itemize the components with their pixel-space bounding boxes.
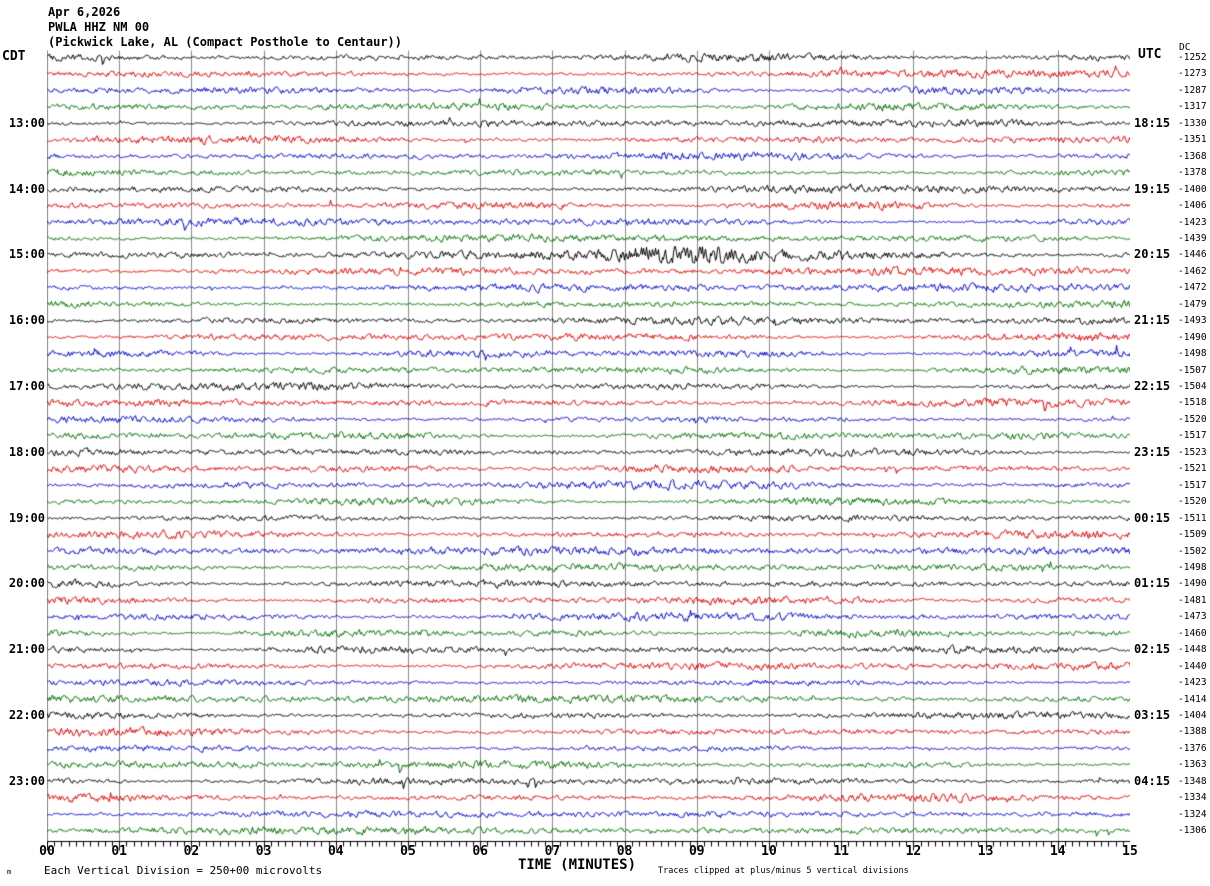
dc-offset-value: -1287 (1178, 84, 1207, 96)
cdt-time-label: 13:00 (8, 115, 45, 130)
dc-offset-value: -1368 (1178, 150, 1207, 162)
cdt-time-label: 15:00 (8, 247, 45, 262)
cdt-time-label: 17:00 (8, 379, 45, 393)
utc-time-label: 01:15 (1134, 576, 1171, 591)
dc-offset-value: -1446 (1178, 249, 1207, 261)
corner-mark: m (7, 868, 12, 876)
dc-offset-value: -1406 (1178, 200, 1207, 212)
dc-offset-value: -1521 (1178, 463, 1207, 475)
header-station-code: PWLA HHZ NM 00 (48, 20, 150, 34)
helicorder-trace-plot (47, 50, 1130, 862)
left-timezone-header: CDT (2, 49, 26, 64)
utc-time-label: 02:15 (1134, 642, 1171, 657)
dc-offset-value: -1317 (1178, 101, 1207, 113)
dc-offset-value: -1507 (1178, 364, 1207, 376)
dc-offset-value: -1490 (1178, 331, 1207, 343)
x-tick-label: 13 (977, 844, 994, 859)
utc-time-label: 22:15 (1134, 379, 1171, 393)
dc-offset-value: -1378 (1178, 167, 1207, 179)
x-tick-label: 01 (111, 844, 128, 859)
x-tick-label: 14 (1049, 844, 1066, 859)
dc-offset-value: -1439 (1178, 232, 1207, 244)
dc-offset-value: -1348 (1178, 775, 1207, 787)
dc-offset-value: -1498 (1178, 348, 1207, 360)
dc-offset-value: -1414 (1178, 693, 1207, 705)
dc-offset-value: -1423 (1178, 216, 1207, 228)
dc-offset-value: -1518 (1178, 397, 1207, 409)
utc-time-label: 04:15 (1134, 773, 1171, 788)
dc-offset-value: -1502 (1178, 545, 1207, 557)
x-tick-label: 05 (400, 844, 416, 859)
dc-offset-value: -1481 (1178, 594, 1207, 606)
dc-offset-value: -1509 (1178, 529, 1207, 541)
dc-offset-value: -1517 (1178, 430, 1207, 442)
utc-time-label: 20:15 (1134, 247, 1171, 262)
cdt-time-label: 23:00 (8, 773, 45, 788)
dc-offset-value: -1334 (1178, 792, 1207, 804)
cdt-time-label: 14:00 (8, 181, 45, 196)
x-axis-title: TIME (MINUTES) (518, 857, 637, 873)
dc-offset-value: -1479 (1178, 298, 1207, 310)
x-tick-label: 07 (544, 844, 561, 859)
right-timezone-header: UTC (1138, 47, 1162, 62)
utc-time-label: 03:15 (1134, 708, 1171, 722)
vertical-scale-note: Each Vertical Division = 250+00 microvol… (44, 864, 323, 877)
x-tick-label: 02 (183, 844, 200, 859)
cdt-time-label: 16:00 (8, 313, 45, 328)
x-tick-label: 09 (688, 844, 705, 859)
trace-clip-note: Traces clipped at plus/minus 5 vertical … (658, 866, 909, 876)
dc-offset-value: -1400 (1178, 183, 1207, 195)
dc-offset-value: -1423 (1178, 677, 1207, 689)
dc-offset-value: -1376 (1178, 742, 1207, 754)
dc-offset-value: -1520 (1178, 413, 1207, 425)
dc-offset-value: -1517 (1178, 479, 1207, 491)
header-station-location: (Pickwick Lake, AL (Compact Posthole to … (48, 35, 403, 49)
x-tick-label: 03 (255, 844, 272, 859)
x-tick-label: 15 (1122, 844, 1138, 859)
utc-time-label: 18:15 (1134, 115, 1171, 130)
dc-offset-value: -1493 (1178, 315, 1207, 327)
cdt-time-label: 20:00 (8, 576, 45, 591)
dc-offset-value: -1520 (1178, 496, 1207, 508)
header-date: Apr 6,2026 (48, 5, 121, 19)
dc-offset-value: -1523 (1178, 446, 1207, 458)
cdt-time-label: 19:00 (8, 510, 45, 525)
cdt-time-label: 18:00 (8, 444, 45, 459)
utc-time-label: 21:15 (1134, 313, 1171, 328)
dc-offset-value: -1306 (1178, 825, 1207, 837)
utc-time-label: 23:15 (1134, 444, 1171, 459)
dc-offset-value: -1511 (1178, 512, 1207, 524)
dc-offset-value: -1504 (1178, 381, 1207, 392)
dc-offset-value: -1388 (1178, 726, 1207, 738)
dc-offset-value: -1330 (1178, 117, 1207, 129)
dc-offset-value: -1462 (1178, 265, 1207, 277)
dc-column-header: DC (1179, 42, 1191, 53)
x-tick-label: 04 (327, 844, 344, 859)
dc-offset-value: -1351 (1178, 134, 1207, 146)
dc-offset-value: -1324 (1178, 808, 1207, 820)
dc-offset-value: -1472 (1178, 282, 1207, 294)
dc-offset-value: -1490 (1178, 578, 1207, 590)
x-tick-label: 12 (905, 844, 922, 859)
x-tick-label: 06 (472, 844, 489, 859)
cdt-time-label: 22:00 (8, 708, 45, 722)
dc-offset-value: -1448 (1178, 644, 1207, 656)
dc-offset-value: -1363 (1178, 759, 1207, 771)
cdt-time-label: 21:00 (8, 642, 45, 657)
dc-offset-value: -1440 (1178, 660, 1207, 672)
x-tick-label: 08 (616, 844, 633, 859)
x-tick-label: 10 (761, 844, 777, 859)
x-tick-label: 00 (39, 844, 55, 859)
dc-offset-value: -1273 (1178, 68, 1207, 80)
dc-offset-value: -1498 (1178, 561, 1207, 573)
dc-offset-value: -1460 (1178, 627, 1207, 639)
dc-offset-value: -1252 (1178, 52, 1207, 63)
dc-offset-value: -1473 (1178, 611, 1207, 623)
x-tick-label: 11 (833, 844, 850, 859)
dc-offset-value: -1404 (1178, 710, 1207, 721)
utc-time-label: 19:15 (1134, 181, 1171, 196)
utc-time-label: 00:15 (1134, 510, 1171, 525)
